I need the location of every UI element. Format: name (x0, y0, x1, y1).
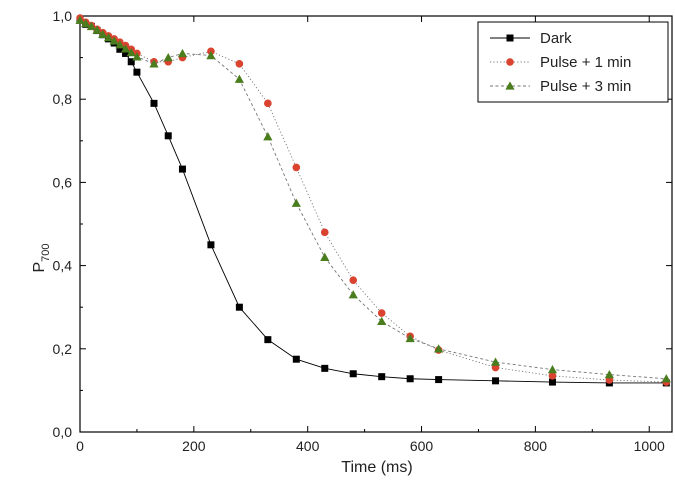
data-point (377, 309, 386, 317)
x-tick-label: 0 (76, 438, 84, 454)
data-point (163, 53, 173, 62)
data-point (604, 369, 614, 379)
y-axis-ticks: 0,0 0,2 0,4 0,6 0,8 1,0 (53, 8, 672, 440)
data-point (86, 21, 96, 31)
y-tick-label: 0,6 (53, 174, 73, 190)
data-point (127, 58, 135, 66)
legend: Dark Pulse + 1 min Pulse + 3 min (477, 21, 669, 103)
x-axis-title: Time (ms) (341, 459, 412, 476)
data-point (378, 373, 386, 381)
data-point (81, 18, 91, 28)
data-point (548, 372, 557, 380)
data-point (661, 374, 671, 383)
y-axis-title-subscript: 700 (40, 243, 52, 261)
data-point (292, 163, 301, 172)
series-2 (75, 15, 671, 383)
data-point (434, 344, 444, 353)
data-point (116, 45, 124, 53)
legend-label: Dark (540, 30, 572, 47)
data-point (349, 370, 357, 378)
data-point (177, 48, 188, 58)
data-point (164, 132, 172, 140)
data-point (234, 74, 244, 83)
x-tick-label: 200 (182, 438, 206, 454)
data-point (292, 355, 300, 363)
data-point (320, 228, 329, 237)
data-point (75, 15, 85, 24)
data-point (206, 50, 216, 60)
data-point (235, 303, 243, 311)
data-point (406, 375, 414, 383)
y-tick-label: 1,0 (53, 8, 73, 24)
y-axis-title: P700 (31, 243, 52, 272)
legend-label: Pulse + 3 min (540, 78, 631, 95)
x-axis-ticks: 0 200 400 600 800 1000 (76, 16, 665, 454)
data-point (92, 25, 102, 34)
data-point (348, 290, 358, 299)
data-point (122, 49, 130, 57)
legend-label: Pulse + 1 min (540, 54, 631, 71)
data-point (435, 376, 443, 384)
data-point (150, 99, 158, 107)
legend-marker (505, 81, 515, 90)
data-point (321, 364, 329, 372)
data-point (109, 36, 119, 45)
x-tick-label: 800 (524, 438, 548, 454)
data-point (548, 378, 556, 386)
data-point (178, 165, 186, 173)
y-tick-label: 0,8 (53, 91, 73, 107)
data-point (490, 357, 501, 366)
data-point (120, 44, 131, 53)
data-point (291, 198, 301, 207)
data-point (126, 48, 136, 57)
legend-marker (506, 58, 514, 66)
data-point (349, 276, 358, 284)
data-point (115, 40, 125, 49)
data-point (377, 316, 387, 326)
data-point (133, 68, 141, 76)
x-tick-label: 1000 (634, 438, 665, 454)
data-point (263, 132, 273, 141)
data-point (320, 252, 330, 261)
data-point (547, 365, 558, 374)
data-point (235, 60, 244, 68)
data-point (405, 333, 415, 343)
data-point (149, 59, 159, 68)
svg-text:P700: P700 (31, 243, 52, 272)
data-point (207, 241, 215, 249)
data-point (492, 377, 500, 385)
series-layer (75, 14, 671, 387)
y-axis-title-main: P (31, 262, 48, 273)
data-point (98, 29, 108, 38)
data-point (264, 336, 272, 344)
x-tick-label: 400 (296, 438, 320, 454)
x-tick-label: 600 (410, 438, 434, 454)
y-tick-label: 0,0 (53, 424, 73, 440)
legend-marker (506, 34, 514, 42)
data-point (132, 52, 142, 61)
y-tick-label: 0,2 (53, 341, 73, 357)
y-tick-label: 0,4 (53, 258, 73, 274)
data-point (264, 99, 272, 108)
data-point (103, 33, 114, 42)
